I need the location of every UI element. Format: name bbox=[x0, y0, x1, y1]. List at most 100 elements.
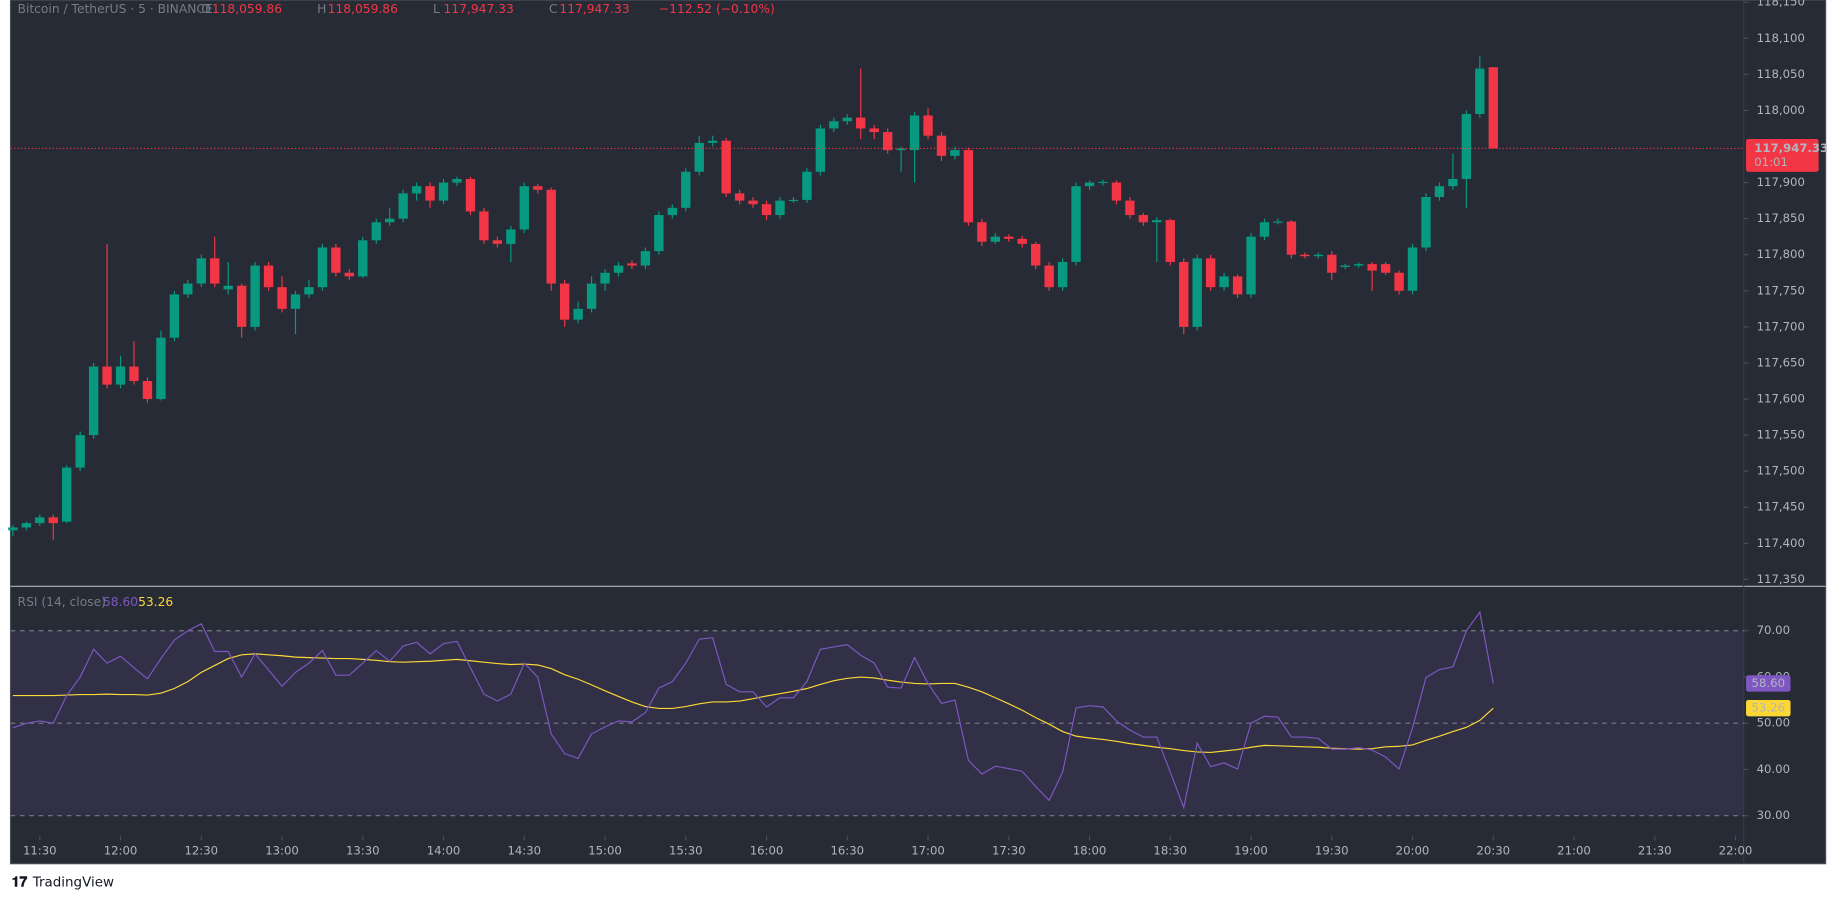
ohlc-change: −112.52 (−0.10%) bbox=[659, 2, 775, 16]
candle-body bbox=[640, 251, 651, 266]
candle-body bbox=[815, 128, 826, 172]
candle-body bbox=[600, 272, 610, 284]
candle-body bbox=[506, 229, 516, 244]
time-tick-label: 19:30 bbox=[1315, 843, 1349, 857]
candle-body bbox=[183, 283, 193, 295]
time-tick-label: 21:30 bbox=[1638, 843, 1672, 857]
rsi-legend-value: 53.26 bbox=[138, 595, 173, 609]
candle-body bbox=[210, 258, 220, 284]
candle-body bbox=[761, 204, 772, 216]
candle-body bbox=[896, 148, 906, 151]
rsi-tick-label: 50.00 bbox=[1757, 716, 1790, 730]
candle-body bbox=[48, 517, 58, 524]
ohlc-value: 117,947.33 bbox=[559, 2, 629, 16]
time-tick-label: 22:00 bbox=[1719, 843, 1753, 857]
candle-body bbox=[1192, 258, 1202, 327]
candle-body bbox=[573, 308, 583, 320]
last-price-label: 117,947.33 bbox=[1754, 141, 1828, 155]
candle-body bbox=[788, 199, 799, 202]
ohlc-value: 118,059.86 bbox=[212, 2, 282, 16]
candle-body bbox=[977, 222, 987, 242]
price-tick-label: 117,850 bbox=[1757, 211, 1805, 225]
time-tick-label: 12:00 bbox=[104, 843, 138, 857]
price-tick-label: 117,600 bbox=[1757, 392, 1805, 406]
candle-body bbox=[438, 182, 449, 201]
candle-body bbox=[1300, 254, 1310, 257]
candle-body bbox=[129, 366, 139, 381]
candle-body bbox=[694, 142, 704, 172]
candle-body bbox=[734, 193, 745, 201]
candle-body bbox=[1084, 182, 1095, 187]
time-tick-label: 17:30 bbox=[992, 843, 1026, 857]
candle-body bbox=[1017, 238, 1027, 244]
price-tick-label: 117,500 bbox=[1757, 464, 1805, 478]
last-price-box bbox=[1746, 139, 1819, 172]
candle-body bbox=[1259, 222, 1270, 237]
candle-body bbox=[1407, 247, 1418, 291]
price-tick-label: 117,350 bbox=[1757, 572, 1805, 586]
candle-body bbox=[963, 150, 974, 223]
candle-body bbox=[950, 150, 960, 156]
time-tick-label: 11:30 bbox=[23, 843, 57, 857]
candle-body bbox=[802, 171, 812, 200]
candle-body bbox=[371, 222, 381, 241]
rsi-title: RSI (14, close) bbox=[18, 595, 106, 609]
logo: 𝟏𝟕 bbox=[12, 874, 28, 890]
price-tick-label: 118,100 bbox=[1757, 31, 1805, 45]
price-tick-label: 117,650 bbox=[1757, 355, 1805, 369]
ohlc-value: 118,059.86 bbox=[328, 2, 398, 16]
candle-body bbox=[169, 294, 180, 338]
price-tick-label: 117,450 bbox=[1757, 500, 1805, 514]
candle-body bbox=[492, 240, 503, 244]
candle-body bbox=[196, 258, 206, 284]
candle-body bbox=[708, 140, 718, 143]
candle-body bbox=[654, 215, 664, 252]
candle-body bbox=[223, 285, 233, 290]
brand: TradingView bbox=[32, 875, 114, 890]
rsi-tick-label: 40.00 bbox=[1757, 762, 1790, 776]
time-tick-label: 13:00 bbox=[265, 843, 299, 857]
candle-body bbox=[344, 272, 355, 277]
time-tick-label: 18:30 bbox=[1153, 843, 1187, 857]
candle-body bbox=[1434, 186, 1445, 197]
candle-body bbox=[1421, 196, 1431, 248]
candle-body bbox=[586, 283, 597, 309]
candle-body bbox=[1219, 276, 1229, 288]
plot: 118,150 118,100 118,050 118,000 117,900 117,8… bbox=[8, 0, 1828, 857]
ohlc-letter: O bbox=[201, 2, 211, 16]
candle-body bbox=[1152, 220, 1162, 223]
time-tick-label: 16:30 bbox=[830, 843, 864, 857]
candle-body bbox=[1031, 243, 1041, 266]
candle-body bbox=[856, 117, 866, 129]
candle-body bbox=[533, 186, 543, 190]
candle-body bbox=[263, 265, 274, 288]
price-tick-label: 118,050 bbox=[1757, 67, 1805, 81]
candle-body bbox=[156, 337, 166, 400]
time-tick-label: 19:00 bbox=[1234, 843, 1268, 857]
price-tick-label: 117,750 bbox=[1757, 283, 1805, 297]
candle-body bbox=[21, 523, 32, 528]
candle-body bbox=[1098, 181, 1108, 184]
candle-body bbox=[613, 265, 624, 273]
candle-body bbox=[775, 200, 785, 216]
candle-body bbox=[250, 265, 260, 327]
ohlc-letter: H bbox=[317, 2, 326, 16]
candle-body bbox=[1380, 264, 1391, 273]
candle-body bbox=[75, 435, 85, 468]
candle-body bbox=[304, 287, 314, 295]
rsi-value-box bbox=[1746, 675, 1791, 692]
time-tick-label: 13:30 bbox=[346, 843, 380, 857]
time-tick-label: 14:30 bbox=[507, 843, 541, 857]
candle-body bbox=[681, 171, 691, 208]
candle-body bbox=[88, 366, 99, 436]
candle-body bbox=[317, 247, 328, 288]
rsi-value-label: 58.60 bbox=[1752, 676, 1785, 690]
candle-body bbox=[35, 517, 45, 524]
candle-body bbox=[1354, 264, 1364, 266]
candle-body bbox=[277, 287, 287, 309]
candle-body bbox=[546, 189, 556, 284]
candle-body bbox=[1044, 265, 1054, 288]
candle-body bbox=[627, 263, 637, 266]
